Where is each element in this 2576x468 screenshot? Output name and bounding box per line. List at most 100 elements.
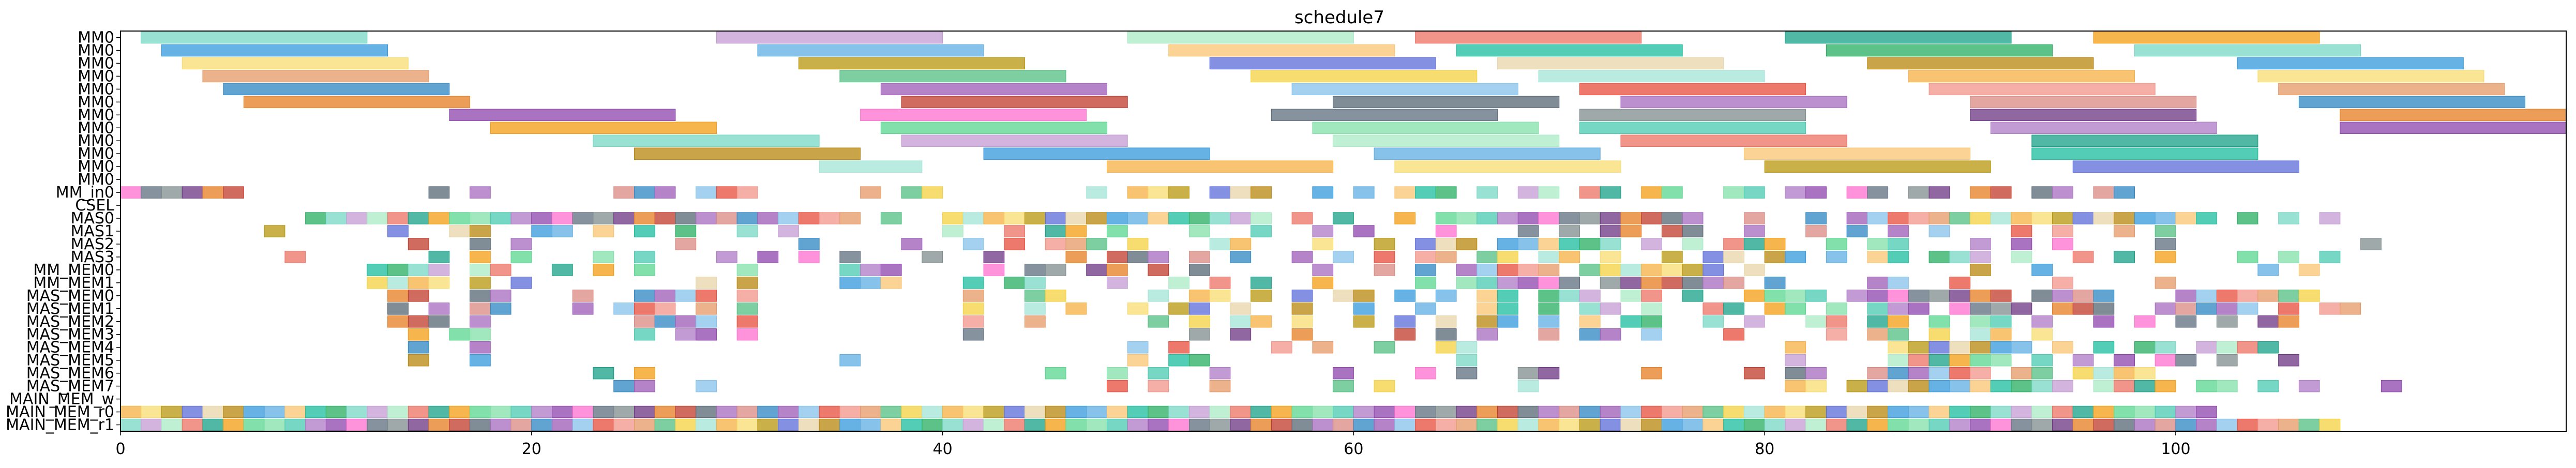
task-bar — [2072, 303, 2094, 315]
task-bar — [1517, 367, 1539, 380]
task-bar — [1230, 315, 1252, 328]
task-bar — [1086, 405, 1107, 418]
task-bar — [757, 212, 779, 224]
row-label: MAS_MEM2 — [26, 313, 114, 331]
task-bar — [2052, 225, 2073, 237]
task-bar — [1661, 405, 1683, 418]
task-bar — [2072, 367, 2094, 380]
task-bar — [2052, 290, 2073, 302]
task-bar — [2011, 225, 2032, 237]
task-bar — [1477, 277, 1498, 289]
task-bar — [1908, 367, 1930, 380]
task-bar — [1517, 380, 1539, 392]
task-bar — [860, 418, 881, 431]
task-bar — [2257, 418, 2279, 431]
task-bar — [1888, 405, 1909, 418]
task-bar — [1743, 264, 1765, 276]
task-bar — [736, 225, 758, 237]
task-bar — [1209, 405, 1231, 418]
task-bar — [675, 212, 697, 224]
task-bar — [2134, 405, 2156, 418]
task-bar — [696, 380, 717, 392]
task-bar — [1785, 380, 1806, 392]
task-bar — [2072, 354, 2094, 367]
task-bar — [470, 405, 491, 418]
task-bar — [1846, 405, 1868, 418]
task-bar — [1127, 31, 1354, 44]
task-bar — [572, 212, 594, 224]
task-bar — [1949, 303, 1971, 315]
task-bar — [962, 238, 984, 250]
task-bar — [1600, 225, 1621, 237]
task-bar — [2052, 303, 2073, 315]
task-bar — [2072, 418, 2094, 431]
task-bar — [798, 405, 820, 418]
task-bar — [2298, 96, 2526, 109]
task-bar — [2093, 405, 2115, 418]
task-bar — [2155, 418, 2176, 431]
task-bar — [1291, 303, 1313, 315]
task-bar — [1785, 405, 1806, 418]
task-bar — [1168, 277, 1189, 289]
task-bar — [470, 264, 491, 276]
task-bar — [1374, 418, 1395, 431]
task-bar — [1970, 405, 1991, 418]
task-bar — [408, 328, 429, 341]
task-bar — [736, 418, 758, 431]
task-bar — [1826, 328, 1847, 341]
task-bar — [1333, 418, 1354, 431]
task-bar — [2278, 83, 2505, 96]
task-bar — [1579, 303, 1601, 315]
task-bar — [1579, 405, 1601, 418]
task-bar — [1456, 264, 1478, 276]
task-bar — [716, 418, 737, 431]
task-bar — [1867, 328, 1889, 341]
task-bar — [1333, 251, 1354, 263]
task-bar — [2216, 303, 2238, 315]
task-bar — [1497, 315, 1518, 328]
row-label: MAS_MEM1 — [26, 300, 114, 318]
task-bar — [1641, 405, 1662, 418]
task-bar — [531, 212, 553, 224]
row-label: MM0 — [78, 80, 114, 98]
task-bar — [1045, 238, 1066, 250]
task-bar — [634, 418, 655, 431]
task-bar — [428, 405, 450, 418]
task-bar — [1785, 186, 1806, 199]
task-bar — [1353, 405, 1375, 418]
task-bar — [1517, 186, 1539, 199]
task-bar — [2155, 405, 2176, 418]
task-bar — [510, 212, 532, 224]
task-bar — [1723, 405, 1744, 418]
task-bar — [716, 31, 943, 44]
task-bar — [1703, 315, 1724, 328]
task-bar — [1990, 380, 2012, 392]
task-bar — [1641, 212, 1662, 224]
task-bar — [634, 225, 655, 237]
task-bar — [1415, 418, 1436, 431]
task-bar — [2216, 315, 2238, 328]
task-bar — [2155, 225, 2176, 237]
task-bar — [1559, 212, 1580, 224]
task-bar — [1477, 303, 1498, 315]
task-bar — [2155, 303, 2176, 315]
task-bar — [1990, 341, 2012, 354]
task-bar — [1579, 238, 1601, 250]
task-bar — [1764, 418, 1786, 431]
task-bar — [1538, 251, 1560, 263]
task-bar — [1846, 290, 1868, 302]
task-bar — [1970, 238, 1991, 250]
task-bar — [593, 264, 614, 276]
task-bar — [428, 277, 450, 289]
task-bar — [962, 290, 984, 302]
task-bar — [1045, 405, 1066, 418]
task-bar — [1703, 251, 1724, 263]
task-bar — [1970, 186, 1991, 199]
task-bar — [2175, 418, 2197, 431]
task-bar — [634, 212, 655, 224]
task-bar — [2196, 303, 2217, 315]
task-bar — [1682, 264, 1704, 276]
task-bar — [1990, 290, 2012, 302]
task-bar — [1908, 186, 1930, 199]
task-bar — [490, 405, 511, 418]
